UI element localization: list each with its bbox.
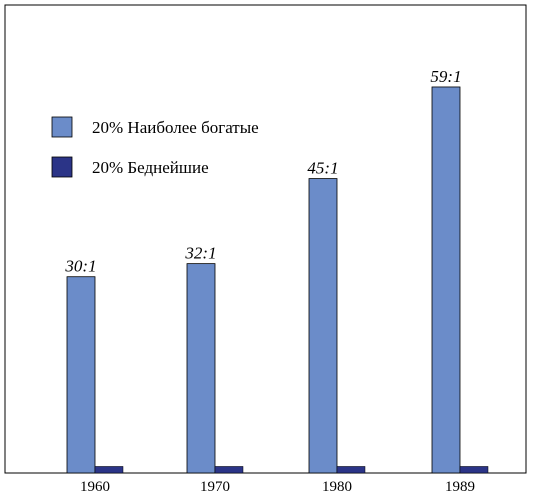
data-label-1960: 30:1 [64, 257, 96, 276]
x-tick-label-1960: 1960 [80, 479, 110, 494]
legend-label-rich: 20% Наиболее богатые [92, 118, 259, 137]
bars-group [66, 86, 489, 474]
data-label-1970: 32:1 [184, 244, 216, 263]
data-label-1980: 45:1 [307, 159, 338, 178]
bar-poor-1989 [459, 466, 489, 474]
legend-label-poor: 20% Беднейшие [92, 158, 209, 177]
legend-swatch-rich [51, 116, 73, 138]
x-tick-label-1970: 1970 [200, 479, 230, 494]
data-labels-group: 30:1 32:1 45:1 59:1 [64, 67, 461, 276]
bar-rich-1989 [431, 86, 461, 474]
plot-frame [4, 4, 527, 474]
bar-poor-1980 [336, 466, 366, 474]
data-label-1989: 59:1 [430, 67, 461, 86]
legend-swatch-poor [51, 156, 73, 178]
x-tick-labels-group: 1960 1970 1980 1989 [80, 479, 475, 494]
x-tick-label-1989: 1989 [445, 479, 475, 494]
x-tick-label-1980: 1980 [322, 479, 352, 494]
legend: 20% Наиболее богатые 20% Беднейшие [51, 116, 259, 178]
bar-poor-1970 [214, 466, 244, 474]
bar-rich-1960 [66, 276, 96, 474]
bar-rich-1980 [308, 178, 338, 474]
bar-rich-1970 [186, 263, 216, 474]
bar-poor-1960 [94, 466, 124, 474]
